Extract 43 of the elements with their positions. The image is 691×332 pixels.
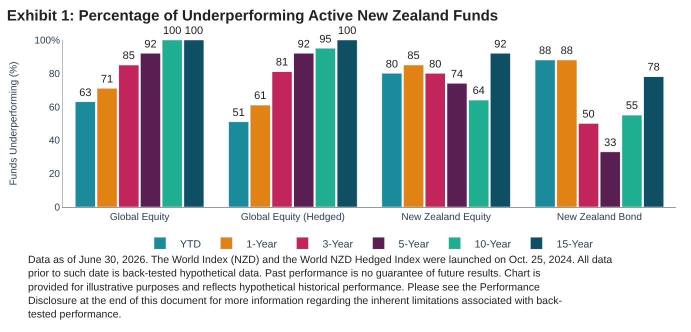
data-label: 51	[232, 106, 245, 119]
data-label: 88	[538, 45, 552, 58]
data-label: 95	[319, 33, 332, 46]
data-label: 92	[494, 38, 507, 50]
legend-label: 15-Year	[556, 238, 594, 250]
data-label: 81	[276, 56, 288, 69]
legend-label: 5-Year	[398, 238, 430, 250]
y-tick-label: 20	[48, 169, 60, 180]
data-label: 61	[254, 90, 266, 102]
data-label: 88	[560, 45, 573, 58]
y-tick-label: 40	[48, 136, 60, 147]
legend-label: 3-Year	[322, 238, 354, 250]
text: Data as of June 30, 2026. The World Index (NZD) and the World NZD Hedged Index were launched on Oct. 25, 2024. All data prior to such date is back-tested hypothetical data. Past performance is no guarantee of future results. Chart is provided for illustrative purposes and reflects hypothetical historical performance. Please see the Performance Disclosure at the end of this document for more information regarding the inherent limitations associated with back-tested performance.	[28, 254, 612, 321]
data-label: 100	[163, 25, 182, 37]
data-label: 55	[626, 100, 638, 112]
legend-label: 1-Year	[246, 238, 278, 250]
y-tick-label: 100%	[34, 36, 60, 46]
data-label: 71	[100, 73, 114, 86]
x-tick-label: Global Equity (Hedged)	[240, 212, 345, 223]
data-label: 64	[472, 85, 485, 98]
data-label: 85	[122, 50, 135, 62]
x-tick-label: New Zealand Equity	[401, 212, 491, 223]
data-label: 92	[144, 38, 157, 50]
y-tick-label: 60	[48, 102, 60, 114]
x-tick-label: New Zealand Bond	[556, 212, 642, 223]
y-tick-label: 0	[54, 202, 60, 214]
data-label: 33	[604, 136, 616, 149]
y-axis-title: Funds Underperforming (%)	[8, 62, 20, 186]
legend-label: YTD	[180, 238, 202, 250]
legend-label: 10-Year	[474, 238, 512, 250]
data-label: 100	[338, 25, 356, 37]
data-label: 80	[386, 58, 398, 70]
data-label: 50	[582, 108, 595, 120]
data-label: 92	[298, 38, 310, 50]
y-tick-label: 80	[48, 68, 60, 80]
data-label: 100	[184, 25, 204, 37]
data-label: 78	[648, 62, 660, 74]
x-tick-label: Global Equity	[110, 212, 170, 223]
data-label: 85	[407, 50, 420, 62]
chart-title: Exhibit 1: Percentage of Underperforming Active New Zealand Funds	[6, 7, 498, 24]
data-label: 63	[79, 86, 92, 99]
data-label: 74	[450, 68, 464, 80]
data-label: 80	[429, 58, 442, 70]
